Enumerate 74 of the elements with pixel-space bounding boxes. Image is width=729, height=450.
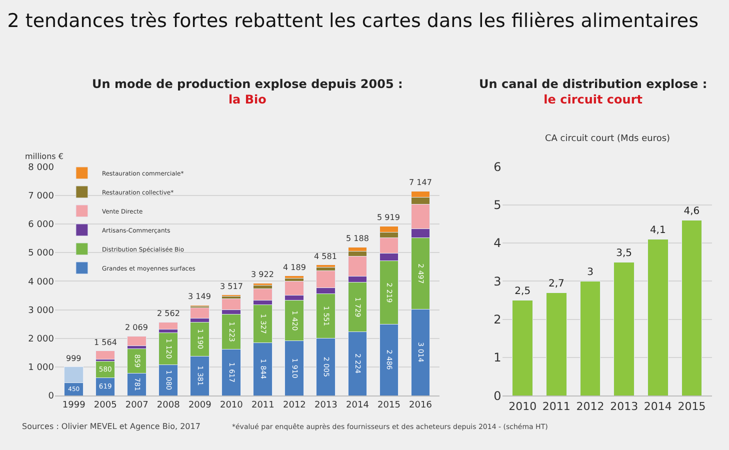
bar	[158, 322, 178, 330]
y-tick-label: 2 000	[28, 334, 54, 345]
total-label: 2 069	[125, 323, 148, 332]
x-tick-label: 2013	[610, 400, 638, 413]
total-label: 5 188	[346, 234, 369, 243]
bar	[546, 292, 567, 396]
data-label: 3,5	[616, 248, 632, 260]
bar	[648, 238, 668, 396]
bar	[512, 300, 533, 396]
y-tick-label: 1	[494, 350, 502, 365]
total-label: 999	[66, 354, 82, 363]
total-label: 3 149	[188, 292, 211, 301]
total-label: 4 189	[283, 263, 306, 272]
x-tick-label: 2010	[508, 400, 537, 413]
data-label: 4,1	[650, 225, 666, 236]
y-tick-label: 8 000	[28, 162, 54, 173]
bar	[96, 350, 116, 360]
total-label: 3 517	[220, 282, 243, 291]
bar	[127, 336, 147, 346]
x-tick-label: 2009	[188, 400, 212, 410]
x-tick-label: 2013	[314, 400, 338, 410]
x-tick-label: 2012	[282, 400, 306, 410]
chart-subtitle: le circuit court	[544, 92, 643, 107]
chart-title: Un canal de distribution explose :	[479, 77, 708, 91]
y-tick-label: 3	[494, 274, 502, 288]
bar	[614, 262, 634, 396]
data-label: 3	[587, 267, 594, 278]
x-tick-label: 1999	[62, 400, 86, 410]
bar	[284, 275, 304, 278]
text: 2 tendances très fortes rebattent les cartes dans les filières alimentaires	[7, 10, 699, 32]
y-tick-label: 4 000	[28, 277, 54, 288]
x-tick-label: 2010	[220, 400, 244, 410]
x-tick-label: 2011	[542, 400, 570, 413]
x-tick-label: 2016	[409, 400, 432, 410]
y-tick-label: 7 000	[28, 192, 54, 202]
x-tick-label: 2015	[678, 400, 706, 413]
y-axis-title: CA circuit court (Mds euros)	[545, 134, 670, 144]
bar	[253, 283, 273, 286]
y-tick-label: 0	[494, 388, 502, 403]
y-tick-label: 5 000	[28, 248, 54, 259]
x-tick-label: 2005	[94, 400, 117, 410]
data-label: 2,7	[548, 278, 564, 290]
bar	[681, 220, 702, 396]
source-note: Sources : Olivier MEVEL et Agence Bio, 2017	[22, 422, 200, 431]
y-tick-label: 1 000	[28, 363, 54, 374]
y-tick-label: 0	[48, 392, 54, 402]
x-tick-label: 2012	[576, 400, 604, 413]
total-label: 3 922	[251, 270, 274, 279]
chart-title: Un mode de production explose depuis 2005 :	[92, 77, 403, 91]
y-tick-label: 3 000	[28, 306, 54, 316]
total-label: 5 919	[377, 213, 400, 222]
bar	[190, 307, 210, 318]
chart-subtitle: la Bio	[228, 92, 266, 107]
x-tick-label: 2015	[378, 400, 400, 410]
y-tick-label: 6 000	[28, 220, 54, 230]
total-label: 4 581	[314, 252, 337, 261]
x-tick-label: 2011	[251, 400, 274, 410]
data-label: 2,5	[514, 286, 531, 298]
x-tick-label: 2008	[156, 400, 180, 410]
total-label: 2 562	[157, 309, 180, 318]
x-tick-label: 2007	[125, 400, 148, 410]
total-label: 1 564	[94, 338, 117, 347]
y-tick-label: 6	[494, 160, 502, 174]
y-tick-label: 4	[494, 236, 502, 250]
x-tick-label: 2014	[346, 400, 370, 410]
bar	[222, 298, 242, 310]
y-axis-title: millions €	[25, 152, 64, 161]
bar	[580, 280, 601, 396]
bar	[316, 264, 336, 268]
data-label: 4,6	[684, 206, 700, 218]
x-tick-label: 2014	[644, 400, 672, 413]
y-tick-label: 2	[494, 312, 502, 326]
y-tick-label: 5	[494, 198, 502, 212]
total-label: 7 147	[409, 178, 432, 187]
